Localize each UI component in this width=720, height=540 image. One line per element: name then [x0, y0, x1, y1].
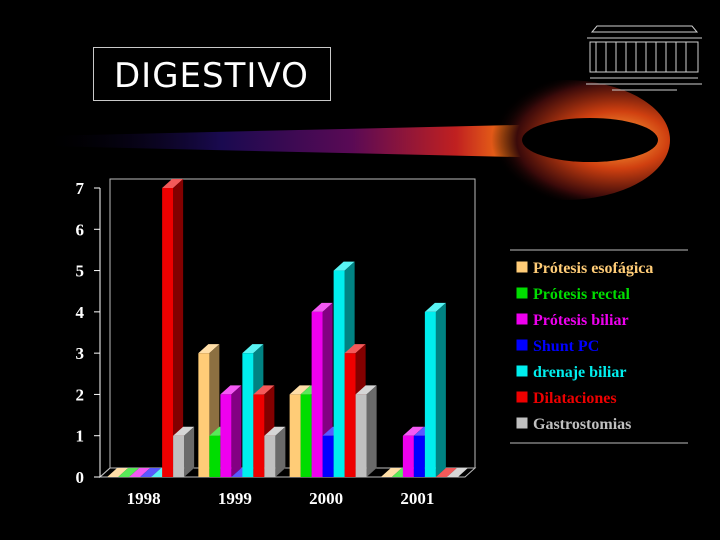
- x-tick-label: 2001: [400, 489, 434, 508]
- title-box: DIGESTIVO: [93, 47, 331, 101]
- bar-shunt-pc-1998: [140, 468, 162, 477]
- y-tick-label: 7: [76, 179, 85, 198]
- bar-dilataciones-2001: [435, 468, 457, 477]
- legend-label: Prótesis esofágica: [533, 260, 653, 277]
- legend-label: Dilataciones: [533, 390, 617, 407]
- legend-swatch: [515, 338, 529, 352]
- bar-gastrostomias-1999: [264, 426, 286, 477]
- y-tick-label: 0: [76, 468, 85, 487]
- bar-gastrostomias-1998: [173, 426, 195, 477]
- legend-label: Prótesis biliar: [533, 312, 629, 329]
- x-tick-label: 1999: [218, 489, 252, 508]
- x-tick-label: 2000: [309, 489, 343, 508]
- bar-gastrostomias-2001: [446, 468, 468, 477]
- legend-label: drenaje biliar: [533, 364, 626, 381]
- legend-label: Prótesis rectal: [533, 286, 631, 303]
- bar-dilataciones-1998: [162, 179, 184, 477]
- chart-left-wall: [99, 179, 111, 479]
- bar-prótesis-biliar-1998: [129, 468, 151, 477]
- y-tick-label: 3: [76, 344, 85, 363]
- bar-prótesis-rectal-1998: [118, 468, 140, 477]
- bar-prótesis-esofágica-1998: [107, 468, 129, 477]
- y-tick-label: 6: [76, 220, 85, 239]
- y-tick-label: 4: [76, 303, 85, 322]
- y-tick-label: 1: [76, 427, 85, 446]
- legend-swatch: [515, 364, 529, 378]
- y-tick-label: 5: [76, 262, 85, 281]
- legend-swatch: [515, 416, 529, 430]
- bar-prótesis-biliar-1999: [220, 385, 242, 477]
- y-tick-label: 2: [76, 385, 85, 404]
- legend-swatch: [515, 260, 529, 274]
- bar-prótesis-esofágica-2001: [380, 468, 402, 477]
- bar-gastrostomias-2000: [355, 385, 377, 477]
- building-logo: [586, 25, 702, 91]
- x-tick-label: 1998: [127, 489, 161, 508]
- bar-drenaje-biliar-2001: [424, 302, 446, 477]
- legend-swatch: [515, 286, 529, 300]
- legend-swatch: [515, 390, 529, 404]
- legend-label: Gastrostomias: [533, 416, 631, 433]
- legend-swatch: [515, 312, 529, 326]
- slide-title: DIGESTIVO: [114, 56, 309, 96]
- legend-label: Shunt PC: [533, 338, 599, 355]
